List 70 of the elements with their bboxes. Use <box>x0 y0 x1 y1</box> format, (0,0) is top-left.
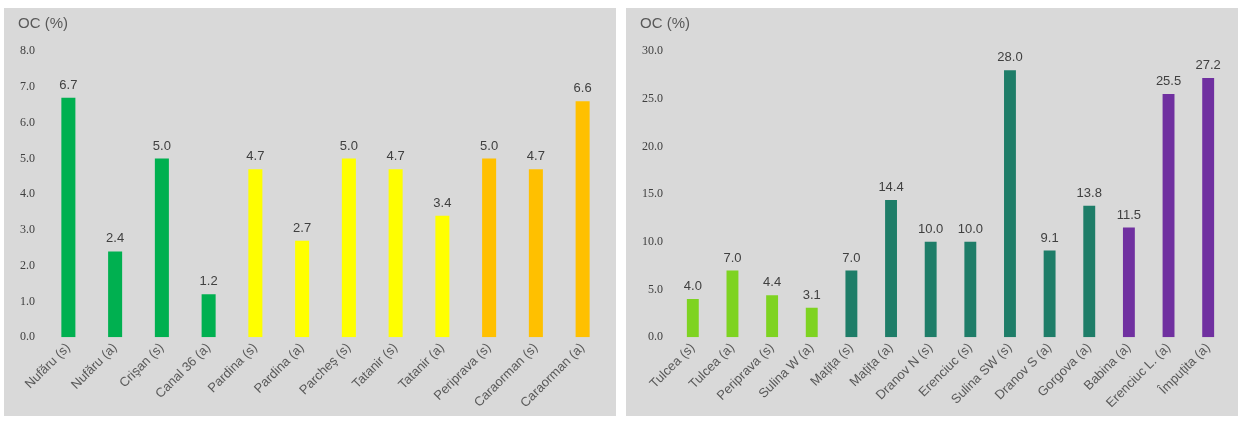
y-tick-label: 5.0 <box>648 281 663 296</box>
data-label: 5.0 <box>339 137 358 153</box>
data-label: 3.1 <box>802 286 821 302</box>
bar <box>388 169 403 338</box>
data-label: 3.4 <box>433 194 452 210</box>
y-tick-label: 5.0 <box>20 150 35 165</box>
bar <box>805 307 818 338</box>
bar <box>1122 227 1135 338</box>
y-tick-label: 3.0 <box>20 222 35 237</box>
bar <box>1202 77 1215 338</box>
data-label: 27.2 <box>1195 56 1221 72</box>
bar <box>1162 94 1175 338</box>
bar <box>248 169 263 338</box>
y-tick-label: 0.0 <box>648 329 663 344</box>
data-label: 7.0 <box>723 249 742 265</box>
data-label: 13.8 <box>1076 184 1102 200</box>
data-label: 4.0 <box>683 278 702 294</box>
data-label: 4.7 <box>526 148 545 164</box>
bar <box>964 241 977 338</box>
data-label: 11.5 <box>1116 206 1142 222</box>
data-label: 10.0 <box>918 220 944 236</box>
data-label: 10.0 <box>957 220 983 236</box>
data-label: 5.0 <box>152 137 171 153</box>
bar <box>1083 205 1096 338</box>
y-tick-label: 30.0 <box>642 43 663 58</box>
bar <box>885 199 897 338</box>
y-tick-label: 0.0 <box>20 329 35 344</box>
data-label: 9.1 <box>1040 229 1059 245</box>
data-label: 14.4 <box>878 179 904 194</box>
bar <box>766 295 779 338</box>
bar <box>201 294 216 338</box>
y-tick-label: 1.0 <box>20 293 35 308</box>
bar <box>924 241 937 338</box>
bar <box>845 270 858 338</box>
data-label: 4.4 <box>763 274 782 290</box>
data-label: 2.7 <box>293 219 312 235</box>
data-label: 7.0 <box>842 249 861 265</box>
y-tick-label: 8.0 <box>20 43 35 58</box>
y-tick-label: 15.0 <box>642 186 663 201</box>
bar <box>341 158 356 338</box>
y-axis-title: OC (%) <box>640 14 690 31</box>
data-label: 2.4 <box>106 230 125 246</box>
data-label: 5.0 <box>480 137 499 153</box>
y-tick-label: 4.0 <box>20 186 35 201</box>
bar <box>528 169 543 338</box>
y-tick-label: 25.0 <box>642 91 663 106</box>
y-tick-label: 10.0 <box>642 234 663 249</box>
bar <box>726 270 739 338</box>
y-tick-label: 7.0 <box>20 79 35 94</box>
y-tick-label: 2.0 <box>20 257 35 272</box>
bar <box>108 251 123 338</box>
data-label: 1.2 <box>199 273 218 289</box>
bar <box>1004 70 1016 338</box>
bar <box>482 158 497 338</box>
y-tick-label: 6.0 <box>20 114 35 129</box>
y-tick-label: 20.0 <box>642 138 663 153</box>
data-label: 6.6 <box>573 80 592 96</box>
bar <box>575 101 590 338</box>
data-label: 6.7 <box>59 76 78 92</box>
bar <box>61 97 76 338</box>
bar <box>435 215 450 338</box>
bar <box>295 240 310 338</box>
bar <box>154 158 169 338</box>
data-label: 25.5 <box>1155 73 1182 89</box>
bar <box>686 299 699 338</box>
data-label: 4.7 <box>246 148 265 164</box>
y-axis-title: OC (%) <box>18 14 68 31</box>
data-label: 4.7 <box>386 148 405 164</box>
data-label: 28.0 <box>997 49 1023 65</box>
bar <box>1043 250 1056 338</box>
